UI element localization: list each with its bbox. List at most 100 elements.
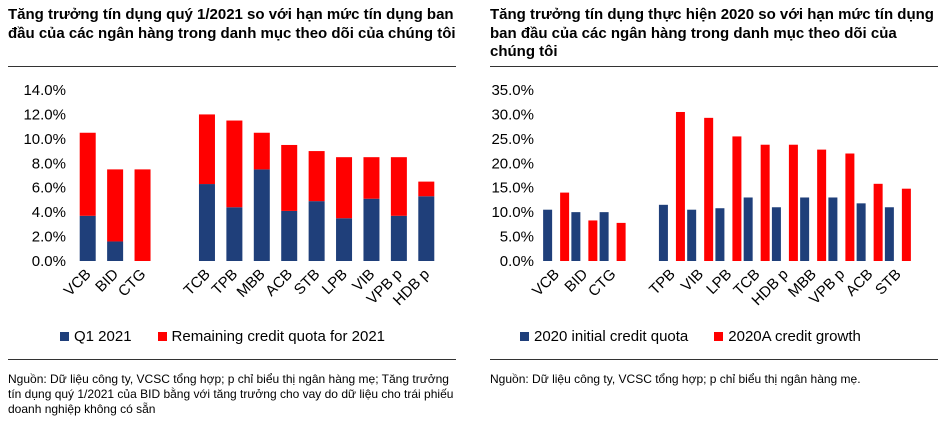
bar-segment-top — [390, 157, 407, 216]
y-tick-label: 25.0% — [491, 131, 534, 148]
y-tick-label: 2.0% — [32, 229, 66, 246]
legend-label: Remaining credit quota for 2021 — [171, 328, 386, 345]
y-tick-label: 5.0% — [500, 229, 534, 246]
x-tick-label: CTG — [585, 266, 619, 300]
y-tick-label: 30.0% — [491, 106, 534, 123]
bar-actual — [760, 144, 770, 261]
y-tick-label: 8.0% — [32, 155, 66, 172]
x-tick-label: TPB — [209, 266, 242, 299]
x-tick-label: CTG — [115, 266, 149, 300]
legend-swatch-blue — [520, 332, 529, 341]
bar-segment-top — [79, 132, 96, 216]
bar-actual — [817, 149, 827, 261]
bar-segment-base — [107, 241, 124, 261]
bar-actual — [560, 192, 570, 261]
bar-initial — [658, 204, 668, 261]
bar-segment-top — [198, 114, 215, 185]
left-chart-panel: Tăng trưởng tín dụng quý 1/2021 so với h… — [0, 0, 460, 445]
bar-segment-base — [363, 198, 380, 261]
bar-segment-base — [226, 207, 243, 261]
divider — [490, 359, 938, 360]
legend-item-remaining: Remaining credit quota for 2021 — [157, 328, 386, 345]
source-note: Nguồn: Dữ liệu công ty, VCSC tổng hợp; p… — [490, 372, 861, 386]
bar-segment-base — [336, 218, 353, 261]
x-tick-label: ACB — [262, 266, 296, 300]
bar-initial — [856, 203, 866, 261]
x-tick-label: MBB — [234, 266, 269, 301]
bar-segment-top — [134, 169, 151, 261]
right-chart-panel: Tăng trưởng tín dụng thực hiện 2020 so v… — [482, 0, 942, 445]
x-tick-label: VCB — [61, 266, 95, 300]
bar-actual — [616, 222, 626, 261]
divider — [490, 66, 938, 67]
bar-segment-base — [418, 196, 435, 261]
y-tick-label: 0.0% — [500, 253, 534, 270]
bar-initial — [715, 208, 725, 261]
y-tick-label: 14.0% — [23, 82, 66, 99]
bar-segment-base — [390, 215, 407, 261]
chart-title: Tăng trưởng tín dụng thực hiện 2020 so v… — [490, 6, 934, 60]
bar-initial — [771, 207, 781, 261]
source-note: Nguồn: Dữ liệu công ty, VCSC tổng hợp; p… — [8, 372, 454, 416]
y-tick-label: 10.0% — [23, 131, 66, 148]
x-tick-label: TCB — [181, 266, 214, 299]
chart-legend: 2020 initial credit quota 2020A credit g… — [520, 328, 887, 345]
x-tick-label: VCB — [529, 266, 563, 300]
bar-actual — [675, 111, 685, 261]
bar-segment-base — [281, 210, 298, 261]
bar-initial — [571, 212, 581, 261]
bar-segment-top — [336, 157, 353, 219]
legend-label: 2020A credit growth — [728, 328, 861, 345]
x-tick-label: STB — [872, 266, 905, 299]
legend-item-actual: 2020A credit growth — [714, 328, 861, 345]
bar-segment-top — [107, 169, 124, 242]
bar-initial — [743, 197, 753, 261]
bar-actual — [732, 136, 742, 261]
bar-initial — [599, 212, 609, 261]
bar-initial — [884, 207, 894, 261]
bar-segment-base — [79, 215, 96, 261]
x-tick-label: LPB — [703, 266, 735, 298]
y-tick-label: 20.0% — [491, 155, 534, 172]
bar-segment-top — [226, 120, 243, 208]
bar-initial — [800, 197, 810, 261]
legend-swatch-red — [157, 332, 167, 341]
bar-actual — [704, 117, 714, 261]
bar-segment-base — [253, 169, 270, 261]
bar-segment-base — [198, 184, 215, 261]
bar-initial — [687, 209, 697, 261]
chart-title: Tăng trưởng tín dụng quý 1/2021 so với h… — [8, 6, 456, 42]
bar-actual — [901, 188, 911, 261]
y-tick-label: 0.0% — [32, 253, 66, 270]
x-tick-label: ACB — [843, 266, 877, 300]
legend-swatch-red — [714, 332, 724, 341]
legend-item-q1: Q1 2021 — [60, 328, 132, 345]
bar-segment-top — [308, 151, 325, 202]
bar-actual — [588, 220, 598, 261]
legend-label: Q1 2021 — [74, 328, 132, 345]
chart-legend: Q1 2021 Remaining credit quota for 2021 — [60, 328, 411, 345]
bar-segment-top — [418, 181, 435, 197]
y-tick-label: 6.0% — [32, 180, 66, 197]
bar-initial — [828, 197, 838, 261]
x-tick-label: STB — [291, 266, 324, 299]
divider — [8, 66, 456, 67]
x-tick-label: LPB — [319, 266, 351, 298]
bar-actual — [788, 144, 798, 261]
y-tick-label: 15.0% — [491, 180, 534, 197]
bar-actual — [873, 183, 883, 261]
bar-segment-top — [281, 144, 298, 211]
y-tick-label: 4.0% — [32, 204, 66, 221]
credit-growth-2020-chart: 35.0% 30.0% 25.0% 20.0% 15.0% 10.0% 5.0% 0.0%VC… — [491, 82, 911, 309]
legend-swatch-blue — [60, 332, 69, 341]
y-tick-label: 35.0% — [491, 82, 534, 99]
bar-actual — [845, 153, 855, 261]
legend-label: 2020 initial credit quota — [534, 328, 689, 345]
bar-initial — [543, 209, 553, 261]
bar-segment-base — [308, 201, 325, 261]
y-tick-label: 12.0% — [23, 106, 66, 123]
bar-segment-top — [253, 132, 270, 170]
legend-item-initial: 2020 initial credit quota — [520, 328, 688, 345]
x-tick-label: TPB — [646, 266, 679, 299]
y-tick-label: 10.0% — [491, 204, 534, 221]
